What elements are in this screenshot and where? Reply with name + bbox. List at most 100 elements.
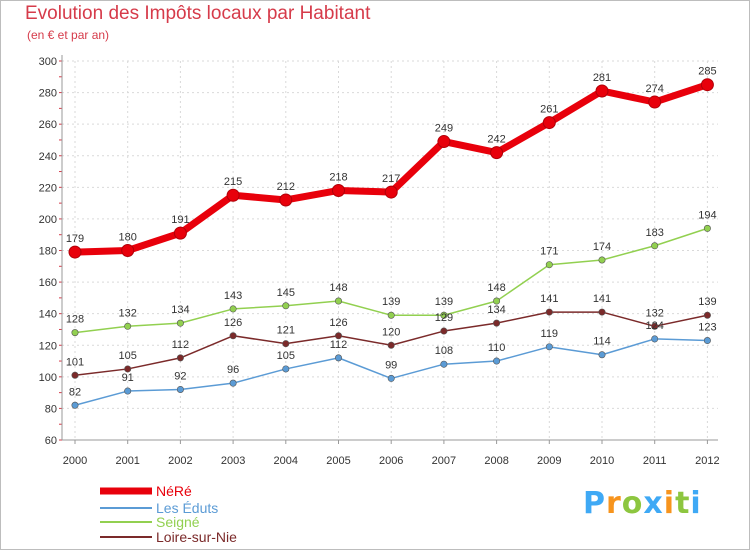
- data-point: [440, 360, 448, 368]
- data-label: 112: [172, 339, 190, 351]
- data-point: [71, 401, 79, 409]
- data-label: 180: [119, 232, 137, 244]
- data-point: [282, 365, 290, 373]
- x-tick-label: 2002: [168, 455, 192, 467]
- data-label: 194: [698, 209, 716, 221]
- data-label: 274: [646, 83, 664, 95]
- x-tick-label: 2010: [590, 455, 614, 467]
- data-point: [387, 374, 395, 382]
- x-tick-label: 2000: [63, 455, 87, 467]
- data-label: 141: [593, 293, 611, 305]
- data-point: [279, 193, 293, 207]
- data-point: [598, 351, 606, 359]
- data-point: [68, 245, 82, 259]
- data-label: 134: [171, 304, 189, 316]
- x-tick-label: 2012: [695, 455, 719, 467]
- data-point: [545, 261, 553, 269]
- data-label: 119: [541, 328, 559, 340]
- data-label: 99: [385, 359, 397, 371]
- data-point: [493, 319, 501, 327]
- y-tick-label: 260: [39, 119, 57, 131]
- data-label: 132: [119, 307, 137, 319]
- plot-area: [62, 61, 718, 440]
- y-tick-label: 120: [39, 340, 57, 352]
- logo-letter: P: [583, 486, 606, 521]
- data-point: [229, 332, 237, 340]
- chart-subtitle: (en € et par an): [27, 28, 110, 42]
- data-label: 124: [646, 320, 664, 332]
- data-label: 129: [435, 312, 453, 324]
- data-label: 96: [227, 364, 239, 376]
- x-tick-label: 2004: [274, 455, 298, 467]
- logo-letter: r: [606, 486, 622, 521]
- y-tick-label: 60: [45, 435, 57, 447]
- legend-entry: Les Éduts: [156, 500, 218, 516]
- data-label: 174: [593, 241, 611, 253]
- data-label: 141: [540, 293, 558, 305]
- data-label: 128: [66, 314, 84, 326]
- data-label: 183: [646, 227, 664, 239]
- data-point: [598, 256, 606, 264]
- data-point: [700, 78, 714, 92]
- data-label: 179: [66, 233, 84, 245]
- x-tick-label: 2011: [643, 455, 667, 467]
- data-point: [440, 311, 448, 319]
- data-point: [490, 146, 504, 160]
- chart-title: Evolution des Impôts locaux par Habitant: [25, 3, 371, 24]
- data-point: [334, 297, 342, 305]
- logo-letter: i: [663, 486, 676, 521]
- data-point: [176, 385, 184, 393]
- y-tick-label: 140: [39, 309, 57, 321]
- data-point: [387, 341, 395, 349]
- data-label: 112: [330, 339, 348, 351]
- data-point: [598, 308, 606, 316]
- y-tick-label: 100: [39, 372, 57, 384]
- data-label: 123: [698, 322, 716, 334]
- y-tick-label: 200: [39, 214, 57, 226]
- data-point: [542, 116, 556, 130]
- data-label: 121: [277, 325, 295, 337]
- data-label: 139: [382, 296, 400, 308]
- data-point: [282, 302, 290, 310]
- data-point: [124, 365, 132, 373]
- data-point: [334, 354, 342, 362]
- logo-letter: t: [675, 486, 691, 521]
- legend-entry: NéRé: [156, 483, 192, 499]
- x-tick-label: 2006: [379, 455, 403, 467]
- data-point: [595, 84, 609, 98]
- data-label: 261: [540, 104, 558, 116]
- data-point: [121, 244, 135, 257]
- data-label: 145: [277, 287, 295, 299]
- data-label: 143: [224, 290, 242, 302]
- data-point: [176, 354, 184, 362]
- x-tick-label: 2009: [537, 455, 561, 467]
- data-point: [387, 311, 395, 319]
- data-label: 120: [382, 326, 400, 338]
- data-point: [124, 322, 132, 330]
- data-label: 217: [382, 173, 400, 185]
- y-tick-label: 180: [39, 246, 57, 258]
- legend-entry: Seigné: [156, 514, 200, 530]
- data-point: [545, 308, 553, 316]
- data-label: 108: [435, 345, 453, 357]
- data-point: [437, 135, 451, 149]
- data-label: 126: [224, 317, 242, 329]
- data-point: [229, 305, 237, 313]
- data-point: [440, 327, 448, 335]
- data-label: 101: [66, 356, 84, 368]
- data-label: 285: [698, 66, 716, 78]
- data-point: [703, 224, 711, 232]
- data-point: [648, 95, 662, 109]
- x-tick-label: 2007: [432, 455, 456, 467]
- y-tick-label: 220: [39, 182, 57, 194]
- legend-entry: Loire-sur-Nie: [156, 529, 237, 545]
- x-tick-label: 2008: [484, 455, 508, 467]
- proxiti-logo: Proxiti: [583, 486, 702, 521]
- data-label: 126: [329, 317, 347, 329]
- data-label: 114: [593, 336, 611, 348]
- logo-letter: x: [643, 486, 664, 521]
- data-point: [493, 357, 501, 365]
- y-tick-label: 280: [39, 88, 57, 100]
- data-label: 212: [277, 181, 295, 193]
- x-tick-label: 2005: [326, 455, 350, 467]
